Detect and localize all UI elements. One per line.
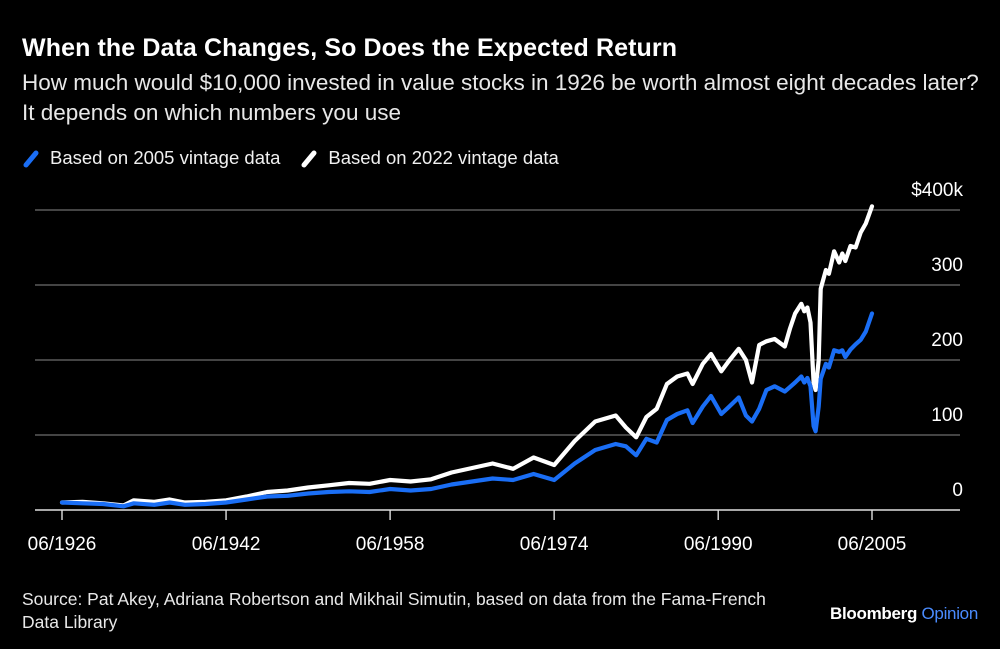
brand-suffix: Opinion (921, 604, 979, 623)
x-tick-label: 06/2005 (838, 534, 907, 555)
series-lines (59, 204, 875, 509)
legend-item-2005: Based on 2005 vintage data (22, 147, 280, 169)
legend-label-2005: Based on 2005 vintage data (50, 147, 281, 168)
chart-subtitle: How much would $10,000 invested in value… (22, 70, 979, 125)
legend-swatch-2022 (301, 150, 317, 168)
legend-item-2022: Based on 2022 vintage data (300, 147, 559, 169)
source-note: Source: Pat Akey, Adriana Robertson and … (22, 589, 766, 632)
series-line-2005 (59, 311, 875, 509)
gridlines (35, 209, 960, 436)
x-tick-label: 06/1942 (192, 534, 261, 555)
y-tick-label: 0 (952, 480, 963, 501)
y-tick-label: 200 (931, 330, 963, 351)
series-line-2022 (59, 204, 875, 508)
brand-name: Bloomberg (830, 604, 918, 623)
y-tick-label: 300 (931, 255, 963, 276)
legend: Based on 2005 vintage data Based on 2022… (22, 147, 579, 169)
chart-title: When the Data Changes, So Does the Expec… (22, 34, 678, 62)
x-tick-label: 06/1958 (356, 534, 425, 555)
y-tick-label: $400k (911, 180, 963, 201)
x-tick-label: 06/1926 (28, 534, 97, 555)
tick-labels: 0 100 200 300 $400k 06/1926 06/1942 06/1958 06/1… (28, 180, 964, 555)
bloomberg-opinion-logo: Bloomberg Opinion (830, 604, 978, 624)
legend-swatch-2005 (23, 150, 39, 168)
y-tick-label: 100 (931, 405, 963, 426)
x-tick-label: 06/1974 (520, 534, 589, 555)
x-axis (35, 509, 960, 520)
legend-label-2022: Based on 2022 vintage data (328, 147, 559, 168)
x-tick-label: 06/1990 (684, 534, 753, 555)
